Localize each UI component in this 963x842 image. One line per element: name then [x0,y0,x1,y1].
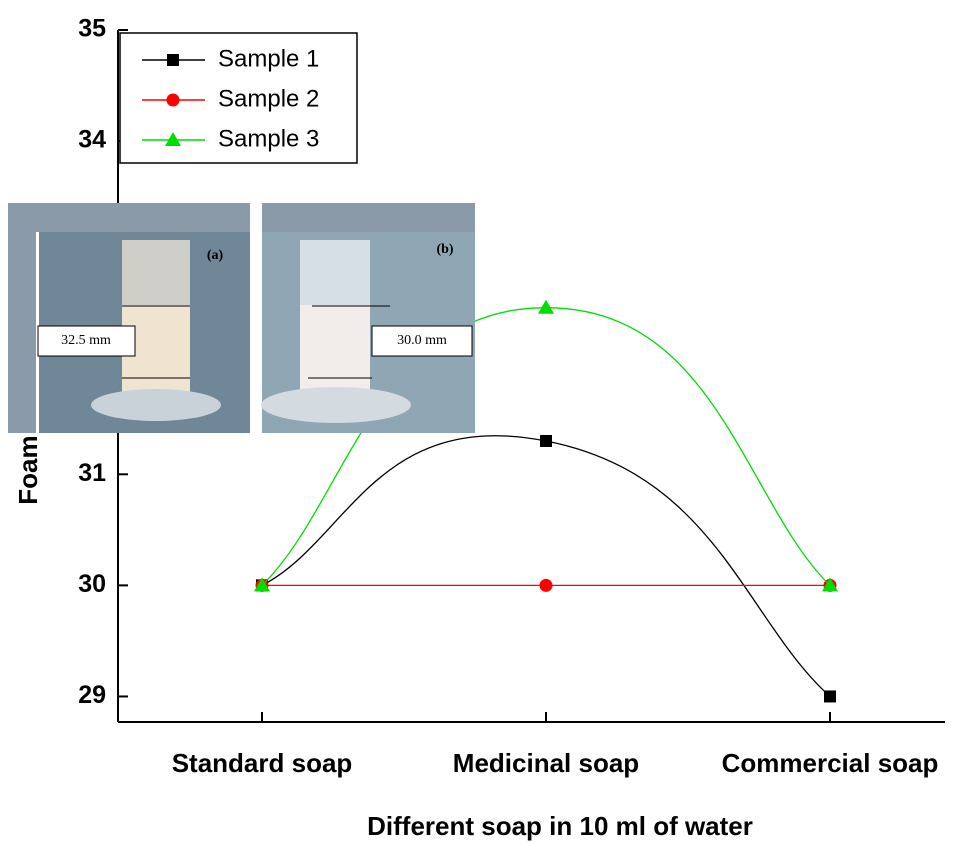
x-axis-title: Different soap in 10 ml of water [367,811,753,841]
y-tick-label: 31 [78,459,106,487]
photo-measure: 32.5 mm [61,333,111,348]
y-tick-label: 30 [78,570,106,598]
y-tick-label: 34 [78,126,106,154]
base-b [261,387,411,423]
x-tick-label: Medicinal soap [453,748,639,778]
photo-gap [250,203,262,433]
y-tick-label: 29 [78,681,106,709]
marker [540,579,553,592]
chart: Different soap in 10 ml of water Foam le… [0,0,963,842]
marker [538,300,554,314]
y-tick-label: 35 [78,15,106,43]
inset-photo: (a) (b) 32.5 mm 30.0 mm [8,203,475,433]
legend-label: Sample 1 [218,45,319,72]
legend: Sample 1 Sample 2 Sample 3 [120,33,357,163]
photo-measure: 30.0 mm [397,333,447,348]
photo-tag: (a) [207,248,224,263]
x-tick-label: Commercial soap [722,748,939,778]
marker [824,690,836,702]
marker [540,435,552,447]
foam-b [300,305,370,400]
legend-label: Sample 2 [218,85,319,112]
photo-tag: (b) [436,242,453,257]
base-a [91,389,221,421]
marker [167,54,179,66]
x-tick-label: Standard soap [172,748,353,778]
series-line [262,436,830,697]
legend-label: Sample 3 [218,125,319,152]
marker [167,94,180,107]
